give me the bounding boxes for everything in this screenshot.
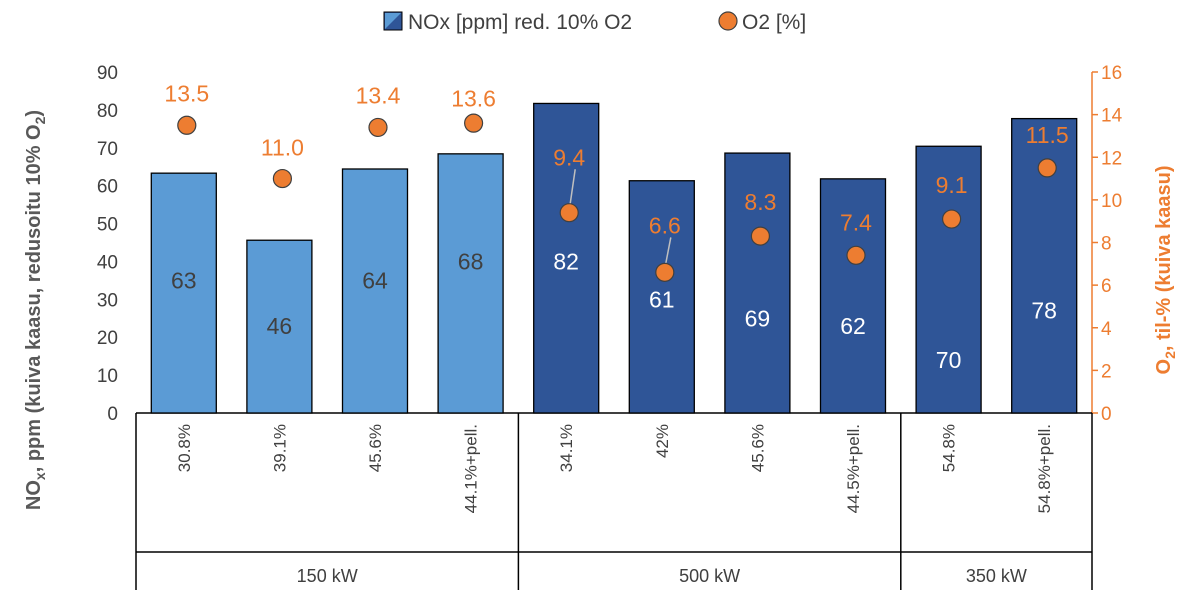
- o2-point-label: 13.4: [356, 82, 401, 108]
- y-left-tick-label: 60: [97, 177, 118, 198]
- y-right-tick-label: 16: [1101, 63, 1122, 84]
- nox-bar-label: 68: [458, 248, 484, 274]
- o2-leader-line: [569, 169, 576, 204]
- x-category-label: 44.5%+pell.: [844, 424, 863, 513]
- y-right-tick-label: 10: [1101, 191, 1122, 212]
- nox-bar-label: 62: [840, 313, 866, 339]
- o2-point: [464, 113, 484, 133]
- x-group-label: 500 kW: [679, 566, 740, 586]
- x-category-label: 44.1%+pell.: [462, 424, 481, 513]
- x-category-label: 54.8%: [940, 424, 959, 472]
- nox-bar: [533, 102, 600, 414]
- points-layer: 13.5 11.0 13.4 13.6 9.4 6.6 8.3 7.4 9.1 11.5: [164, 80, 1069, 282]
- nox-bar: [915, 145, 982, 414]
- y-right-tick-label: 14: [1101, 106, 1123, 127]
- nox-bar-label: 82: [553, 248, 579, 274]
- nox-bar-label: 78: [1031, 298, 1057, 324]
- x-category-label: 45.6%: [748, 424, 767, 472]
- legend-o2-label: O2 [%]: [742, 11, 806, 34]
- y-left-axis-title: NOx, ppm (kuiva kaasu, redusoitu 10% O2): [23, 110, 48, 510]
- nox-bar-label: 46: [267, 313, 293, 339]
- y-left-title-sub: x: [32, 472, 48, 480]
- y-right-title-rest: , til-% (kuiva kaasu): [1153, 166, 1175, 352]
- y-left-tick-label: 90: [97, 63, 118, 84]
- y-left-tick-label: 0: [107, 404, 118, 425]
- x-category-label: 30.8%: [175, 424, 194, 472]
- y-left-title-sub2: 2: [32, 116, 48, 124]
- o2-leader-line: [665, 237, 672, 264]
- y-right-tick-label: 12: [1101, 148, 1122, 169]
- o2-point: [846, 245, 866, 265]
- x-category-label: 42%: [653, 424, 672, 458]
- nox-bar-label: 70: [936, 347, 962, 373]
- nox-bar-label: 69: [745, 305, 771, 331]
- y-left-tick-label: 20: [97, 328, 118, 349]
- y-right-tick-label: 8: [1101, 234, 1112, 255]
- nox-bar: [246, 239, 313, 414]
- x-category-label: 39.1%: [270, 424, 289, 472]
- x-categories-layer: 30.8% 39.1% 45.6% 44.1%+pell. 34.1% 42% 45.6% 4…: [135, 413, 1093, 590]
- o2-point-label: 8.3: [744, 189, 776, 215]
- y-left-tick-label: 30: [97, 290, 118, 311]
- nox-bar: [724, 152, 791, 414]
- y-left-tick-label: 10: [97, 366, 118, 387]
- y-left-tick-label: 80: [97, 101, 118, 122]
- nox-bar-label: 63: [171, 267, 197, 293]
- o2-point: [1037, 158, 1057, 178]
- y-left-tick-label: 50: [97, 215, 118, 236]
- o2-point: [272, 168, 292, 189]
- legend: NOx [ppm] red. 10% O2 O2 [%]: [383, 11, 806, 34]
- y-right-title-sub: 2: [1162, 351, 1178, 359]
- nox-bar-label: 64: [362, 267, 388, 293]
- y-right-tick-label: 2: [1101, 361, 1112, 382]
- o2-point: [941, 209, 962, 229]
- x-category-label: 34.1%: [557, 424, 576, 472]
- o2-point: [559, 203, 579, 223]
- o2-point: [368, 117, 388, 138]
- nox-bar: [150, 172, 217, 414]
- legend-nox-label: NOx [ppm] red. 10% O2: [408, 11, 632, 34]
- o2-point-label: 11.5: [1026, 122, 1069, 148]
- y-right-axis-title: O2, til-% (kuiva kaasu): [1153, 166, 1178, 375]
- nox-bar: [341, 168, 409, 414]
- o2-point-label: 11.0: [261, 135, 304, 161]
- legend-item-nox: NOx [ppm] red. 10% O2: [383, 11, 632, 34]
- o2-point-label: 13.6: [451, 86, 496, 112]
- o2-point-label: 9.1: [936, 172, 968, 198]
- o2-point: [655, 262, 675, 282]
- o2-point-label: 13.5: [164, 80, 209, 106]
- nox-bar: [819, 178, 887, 414]
- o2-point-label: 9.4: [553, 144, 585, 170]
- o2-point-label: 7.4: [840, 209, 872, 235]
- y-right-tick-label: 4: [1101, 319, 1112, 340]
- x-group-label: 350 kW: [966, 566, 1027, 586]
- y-left-title-main: NO: [23, 480, 45, 510]
- y-right-tick-label: 0: [1101, 404, 1112, 425]
- o2-point-label: 6.6: [649, 212, 681, 238]
- y-left-tick-label: 40: [97, 252, 118, 273]
- y-left-tick-label: 70: [97, 139, 118, 160]
- legend-item-o2: O2 [%]: [718, 11, 806, 34]
- nox-bar: [628, 180, 695, 414]
- y-right-title-main: O: [1153, 359, 1175, 375]
- nox-bar-label: 61: [649, 286, 675, 312]
- x-category-label: 45.6%: [366, 424, 385, 472]
- o2-point: [750, 226, 771, 246]
- y-left-title-end: ): [23, 110, 45, 117]
- x-group-label: 150 kW: [297, 566, 358, 586]
- nox-bar: [437, 153, 504, 414]
- y-right-tick-label: 6: [1101, 276, 1112, 297]
- y-left-title-rest: , ppm (kuiva kaasu, redusoitu 10% O: [23, 124, 45, 472]
- x-category-label: 54.8%+pell.: [1035, 424, 1054, 513]
- bars-layer: 63 46 64 68 82 61 69 62 70 78: [150, 102, 1078, 414]
- o2-point: [177, 115, 197, 135]
